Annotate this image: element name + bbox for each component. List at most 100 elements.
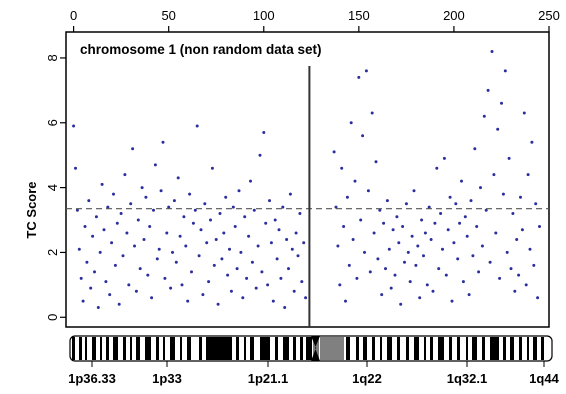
data-point <box>285 238 289 241</box>
data-point <box>77 247 81 251</box>
chromosome-band <box>306 337 312 360</box>
data-point <box>214 238 218 241</box>
data-point <box>74 166 77 170</box>
data-point <box>190 270 193 274</box>
band-label: 1p36.33 <box>68 371 116 386</box>
data-point <box>288 192 292 196</box>
data-point <box>503 69 507 73</box>
data-point <box>501 192 505 196</box>
band-label: 1q22 <box>352 371 382 386</box>
data-point <box>115 221 119 225</box>
chromosome-band <box>541 337 544 360</box>
data-point <box>294 231 298 235</box>
data-point <box>382 221 386 225</box>
data-point <box>100 182 104 186</box>
data-point <box>207 280 211 284</box>
data-point <box>384 267 387 271</box>
ideogram-outline <box>69 335 553 362</box>
data-point <box>524 283 528 287</box>
chromosome-band <box>206 337 232 360</box>
data-point <box>258 153 262 157</box>
chromosome-band <box>283 337 289 360</box>
data-point <box>180 283 184 287</box>
data-point <box>144 195 148 199</box>
data-point <box>515 238 519 241</box>
data-point <box>226 273 230 277</box>
data-point <box>406 250 410 254</box>
data-point <box>75 208 79 212</box>
data-point <box>98 250 102 254</box>
data-point <box>397 241 401 245</box>
data-point <box>465 234 469 238</box>
chromosome-band <box>187 337 191 360</box>
data-point <box>228 247 231 251</box>
chromosome-band <box>472 337 477 360</box>
data-point <box>172 199 176 203</box>
data-point <box>446 228 450 232</box>
data-point <box>220 257 224 261</box>
data-point <box>140 186 144 190</box>
data-point <box>195 124 199 128</box>
data-point <box>250 260 254 264</box>
data-point <box>182 215 186 219</box>
data-point <box>277 228 281 232</box>
data-point <box>191 221 195 225</box>
chromosome-band <box>510 337 514 360</box>
data-point <box>423 231 427 235</box>
chromosome-band <box>533 337 537 360</box>
data-point <box>507 156 511 160</box>
x-tick-label: 100 <box>253 8 275 23</box>
data-point <box>199 228 203 232</box>
data-point <box>404 202 408 206</box>
data-point <box>233 225 237 228</box>
chromosome-band-labels: 1p36.33 1p33 1p21.1 1q22 1q32.1 1q44 <box>68 361 560 386</box>
chromosome-band <box>380 337 382 360</box>
data-point <box>361 134 365 138</box>
data-point <box>292 289 296 293</box>
data-point <box>437 267 441 271</box>
data-point <box>536 296 540 300</box>
chromosome-band <box>250 337 254 360</box>
data-point <box>239 250 243 254</box>
data-point <box>461 280 465 284</box>
data-point <box>87 199 91 203</box>
chromosome-band <box>100 337 102 360</box>
data-point <box>498 276 502 280</box>
data-point <box>399 302 403 306</box>
data-point <box>300 280 304 284</box>
chromosome-band <box>170 337 175 360</box>
data-point <box>534 202 538 206</box>
data-point <box>526 173 530 177</box>
data-point <box>422 254 425 258</box>
chromosome-band <box>449 337 452 360</box>
y-tick-label: 0 <box>45 314 60 321</box>
chromosome-band <box>236 337 239 360</box>
chromosome-band <box>457 337 460 360</box>
chromosome-band <box>72 337 75 360</box>
data-point <box>471 254 475 258</box>
data-point <box>467 293 471 297</box>
data-point <box>224 195 228 199</box>
data-point <box>150 296 154 300</box>
y-tick-label: 6 <box>45 119 60 126</box>
data-point <box>212 263 216 267</box>
chromosome-band <box>490 337 499 360</box>
data-point <box>153 163 157 167</box>
data-point <box>469 199 473 203</box>
data-point <box>222 231 226 235</box>
data-point <box>241 296 245 300</box>
data-point <box>279 276 283 280</box>
data-point <box>532 263 536 267</box>
data-point <box>247 234 251 238</box>
data-point <box>264 221 268 225</box>
data-point <box>387 247 391 251</box>
data-point <box>342 225 346 228</box>
data-point <box>517 273 521 277</box>
chromosome-band <box>519 337 522 360</box>
data-point <box>83 225 87 228</box>
data-point <box>271 299 275 303</box>
data-point <box>429 238 433 241</box>
data-point <box>129 202 133 206</box>
data-point <box>133 244 136 248</box>
